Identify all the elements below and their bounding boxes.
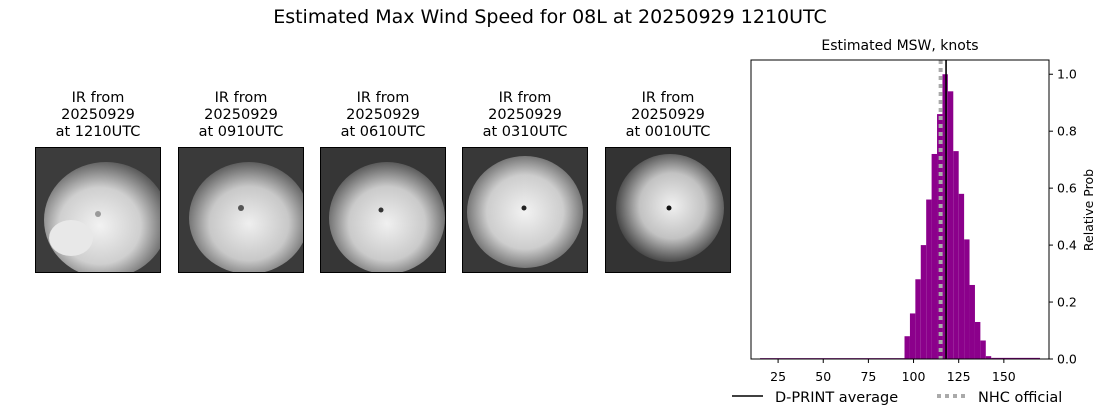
histogram-bar <box>980 340 986 359</box>
x-tick-label: 125 <box>947 369 971 384</box>
ir-satellite-image <box>35 147 161 273</box>
histogram-bar <box>953 151 959 359</box>
x-tick-label: 25 <box>770 369 786 384</box>
histogram-bar <box>964 239 970 359</box>
histogram-bar <box>931 153 938 359</box>
y-tick-label: 0.6 <box>1057 181 1077 196</box>
ir-panel-1: IR from 20250929 at 1210UTC <box>35 90 161 273</box>
histogram-bar <box>947 91 954 360</box>
ir-panel-title: IR from 20250929 at 0610UTC <box>340 90 426 140</box>
x-tick-label: 50 <box>815 369 831 384</box>
legend-dprint-label: D-PRINT average <box>775 390 898 406</box>
histogram-bar <box>985 356 992 359</box>
ir-panel-5: IR from 20250929 at 0010UTC <box>605 90 731 273</box>
histogram-bar <box>920 245 927 359</box>
figure-title: Estimated Max Wind Speed for 08L at 2025… <box>273 6 827 28</box>
legend-nhc-label: NHC official <box>978 390 1062 406</box>
histogram-bar <box>904 336 910 359</box>
ir-satellite-image <box>178 147 304 273</box>
histogram-bar <box>991 357 1040 359</box>
y-tick-label: 0.4 <box>1057 238 1077 253</box>
histogram-bar <box>958 193 965 359</box>
y-tick-label: 0.2 <box>1057 295 1077 310</box>
ir-panel-title: IR from 20250929 at 0310UTC <box>482 90 568 140</box>
ir-panel-2: IR from 20250929 at 0910UTC <box>178 90 304 273</box>
histogram-bar <box>915 279 921 359</box>
y-tick-label: 0.8 <box>1057 124 1077 139</box>
histogram-bar <box>926 199 932 359</box>
ir-satellite-image <box>462 147 588 273</box>
histogram-bar <box>942 74 948 359</box>
ir-satellite-image <box>320 147 446 273</box>
y-tick-label: 1.0 <box>1057 67 1077 82</box>
ir-panel-4: IR from 20250929 at 0310UTC <box>462 90 588 273</box>
x-tick-label: 100 <box>902 369 926 384</box>
ir-panel-3: IR from 20250929 at 0610UTC <box>320 90 446 273</box>
histogram-bar <box>909 313 916 359</box>
chart-title: Estimated MSW, knots <box>821 38 978 54</box>
ir-panel-title: IR from 20250929 at 1210UTC <box>55 90 141 140</box>
plot-frame <box>750 59 1050 360</box>
histogram-bar <box>974 321 981 359</box>
ir-panel-title: IR from 20250929 at 0910UTC <box>198 90 284 140</box>
x-tick-label: 150 <box>992 369 1016 384</box>
ir-satellite-image <box>605 147 731 273</box>
histogram-bar <box>969 284 975 359</box>
y-tick-label: 0.0 <box>1057 352 1077 367</box>
y-axis-label: Relative Prob <box>1081 169 1096 251</box>
ir-panel-title: IR from 20250929 at 0010UTC <box>625 90 711 140</box>
x-tick-label: 75 <box>860 369 876 384</box>
